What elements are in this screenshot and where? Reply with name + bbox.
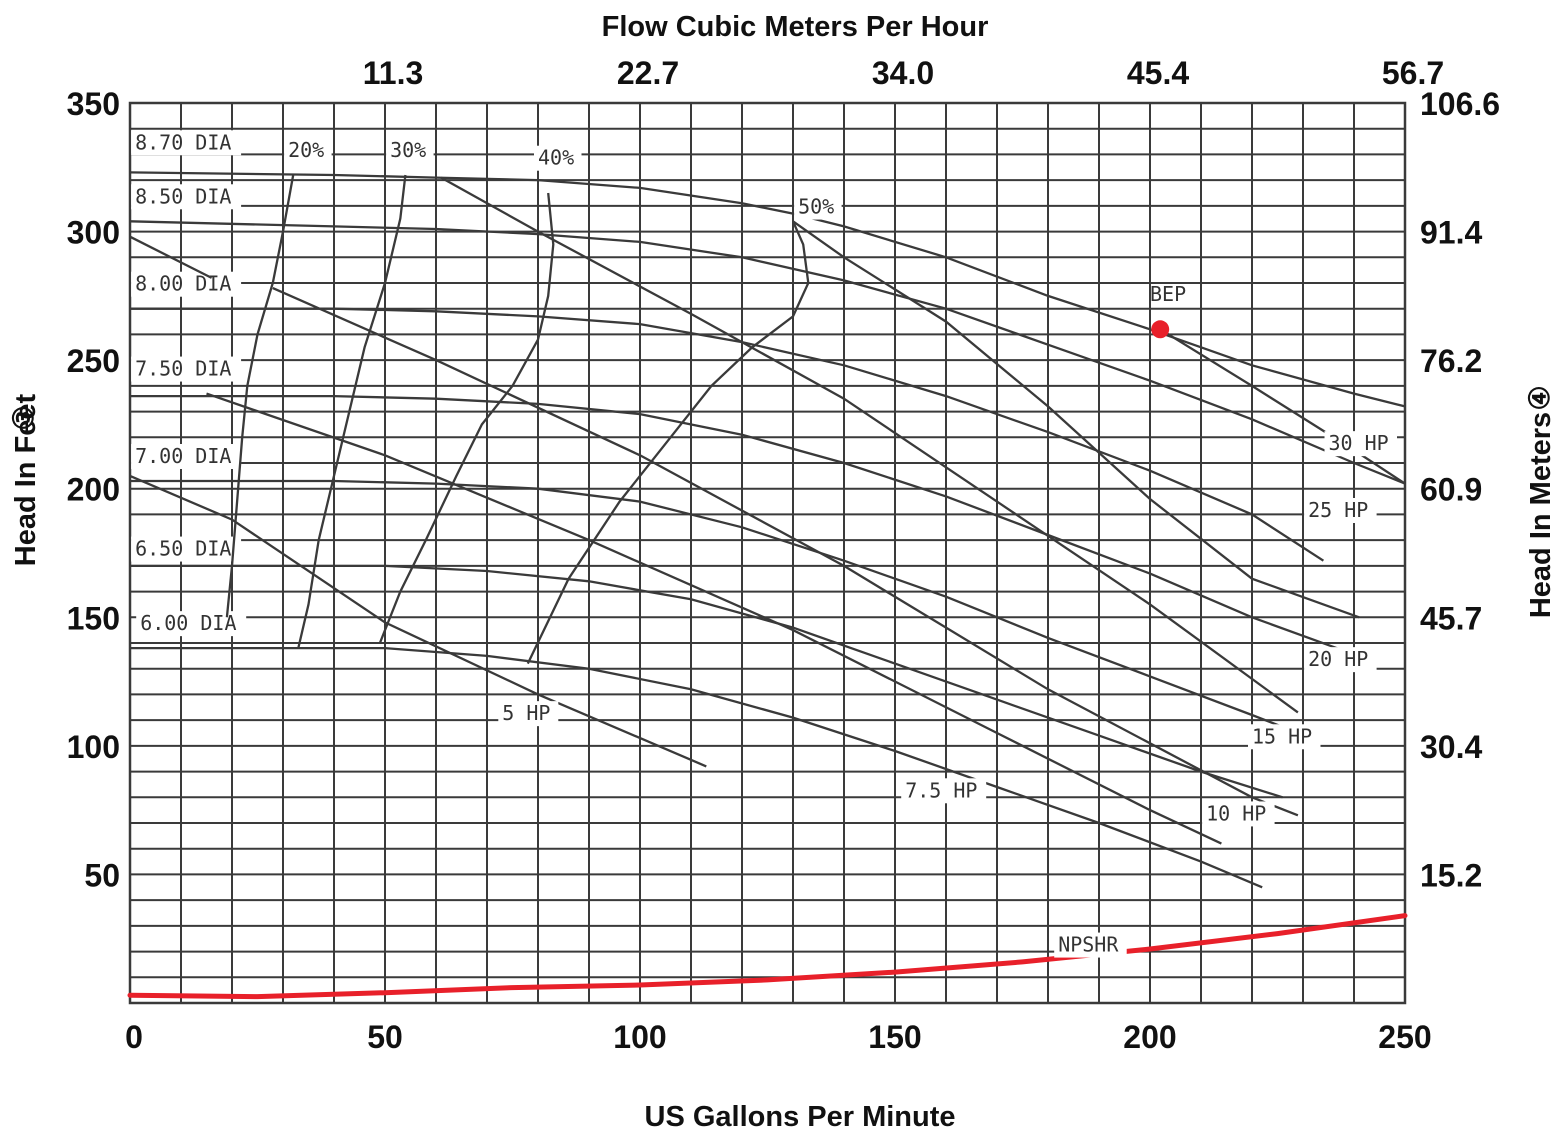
x2-axis-title: Flow Cubic Meters Per Hour — [602, 11, 989, 43]
y-axis-title: Head In Feet — [10, 393, 42, 566]
efficiency-label: 40% — [538, 146, 574, 170]
y-tick-label: 200 — [67, 472, 120, 508]
x-tick-label: 50 — [367, 1019, 403, 1055]
y-tick-label: 150 — [67, 600, 120, 636]
diameter-curve — [130, 479, 1319, 742]
y-tick-label: 350 — [67, 86, 120, 122]
diameter-label: 6.50 DIA — [135, 537, 231, 561]
plot-border — [128, 101, 1407, 1005]
x2-tick-label: 11.3 — [363, 55, 424, 91]
efficiency-label-bg — [386, 138, 434, 163]
y-tick-label: 250 — [67, 343, 120, 379]
efficiency-label: 30% — [390, 138, 426, 162]
efficiency-curve — [526, 220, 810, 665]
y-tick-label: 300 — [67, 215, 120, 251]
power-label-bg — [1304, 498, 1377, 523]
power-label: 10 HP — [1206, 801, 1266, 825]
power-label: 5 HP — [502, 701, 550, 725]
diameter-curve — [130, 564, 1283, 799]
diameter-label-bg — [131, 536, 242, 562]
efficiency-label-bg — [284, 138, 332, 163]
power-curve — [440, 176, 1299, 714]
diameter-label: 7.50 DIA — [135, 357, 231, 381]
x2-tick-label: 56.7 — [1382, 55, 1444, 91]
diameter-label: 8.70 DIA — [135, 130, 231, 154]
bep-label: BEP — [1150, 282, 1186, 306]
power-label: 20 HP — [1308, 647, 1368, 671]
npshr-label: NPSHR — [1058, 933, 1119, 957]
x-tick-label: 100 — [613, 1019, 666, 1055]
diameter-curve — [130, 307, 1325, 562]
diameter-label-bg — [131, 184, 242, 210]
diameter-curve — [130, 394, 1345, 652]
diameter-label: 8.00 DIA — [135, 272, 231, 296]
bep-point — [1151, 320, 1170, 339]
x2-tick-label: 34.0 — [872, 55, 934, 91]
y2-tick-label: 45.7 — [1420, 600, 1482, 636]
efficiency-curve — [297, 174, 407, 649]
power-label-bg — [1324, 431, 1397, 457]
diameter-label: 7.00 DIA — [135, 444, 231, 468]
y-axis-marker: ③ — [8, 405, 39, 430]
npshr-curve — [127, 913, 1408, 1000]
power-label-bg — [498, 701, 559, 727]
x2-tick-label: 22.7 — [617, 55, 679, 91]
diameter-curve — [129, 171, 1406, 408]
npshr-label-bg — [1054, 932, 1127, 958]
x-tick-label: 200 — [1123, 1019, 1176, 1055]
power-label-bg — [901, 778, 987, 804]
y2-axis-title: Head In Meters — [1525, 412, 1555, 618]
power-curve — [1159, 328, 1406, 485]
y2-tick-label: 91.4 — [1420, 215, 1482, 251]
power-label-bg — [1248, 724, 1321, 750]
y2-tick-label: 76.2 — [1420, 343, 1482, 379]
power-label: 7.5 HP — [905, 778, 977, 802]
power-label: 15 HP — [1252, 724, 1312, 748]
curves: 8.70 DIA 8.50 DIA 8.00 DIA 7.50 DIA 7.00 DIA… — [127, 130, 1408, 1000]
y2-tick-label: 106.6 — [1420, 86, 1500, 122]
diameter-label: 6.00 DIA — [140, 611, 236, 635]
power-curve — [272, 287, 1299, 817]
power-curve — [129, 235, 213, 279]
diameter-label: 8.50 DIA — [135, 184, 231, 208]
x2-tick-label: 45.4 — [1127, 55, 1189, 91]
diameter-curve — [129, 220, 1406, 485]
diameter-label-bg — [131, 444, 242, 469]
power-curve — [206, 392, 1222, 845]
power-label: 30 HP — [1329, 431, 1389, 455]
y2-tick-label: 15.2 — [1420, 857, 1482, 893]
y2-tick-label: 30.4 — [1420, 729, 1482, 765]
x-axis-title: US Gallons Per Minute — [645, 1101, 956, 1132]
x-tick-label: 150 — [868, 1019, 921, 1055]
efficiency-curve — [378, 192, 555, 644]
y-tick-label: 50 — [84, 857, 120, 893]
efficiency-label: 50% — [798, 195, 834, 219]
tick-labels: 0 50 100 150 200 250 11.3 22.7 34.0 45.4 56.7 50 100… — [67, 55, 1500, 1055]
y2-axis-marker: ④ — [1524, 385, 1555, 410]
efficiency-curve — [225, 174, 295, 618]
y2-tick-label: 60.9 — [1420, 472, 1482, 508]
diameter-label-bg — [131, 130, 242, 156]
diameter-label-bg — [131, 356, 242, 382]
power-curve — [129, 474, 707, 768]
diameter-label-bg — [131, 271, 242, 297]
power-label: 25 HP — [1308, 498, 1368, 522]
x-tick-label: 0 — [125, 1019, 143, 1055]
efficiency-label: 20% — [288, 138, 324, 162]
y-tick-label: 100 — [67, 729, 120, 765]
efficiency-label-bg — [794, 194, 842, 220]
efficiency-label-bg — [534, 145, 582, 171]
power-label-bg — [1304, 647, 1377, 673]
x-tick-label: 250 — [1378, 1019, 1431, 1055]
power-curve — [792, 220, 1360, 619]
power-label-bg — [1202, 801, 1275, 827]
diameter-curve — [130, 646, 1263, 889]
